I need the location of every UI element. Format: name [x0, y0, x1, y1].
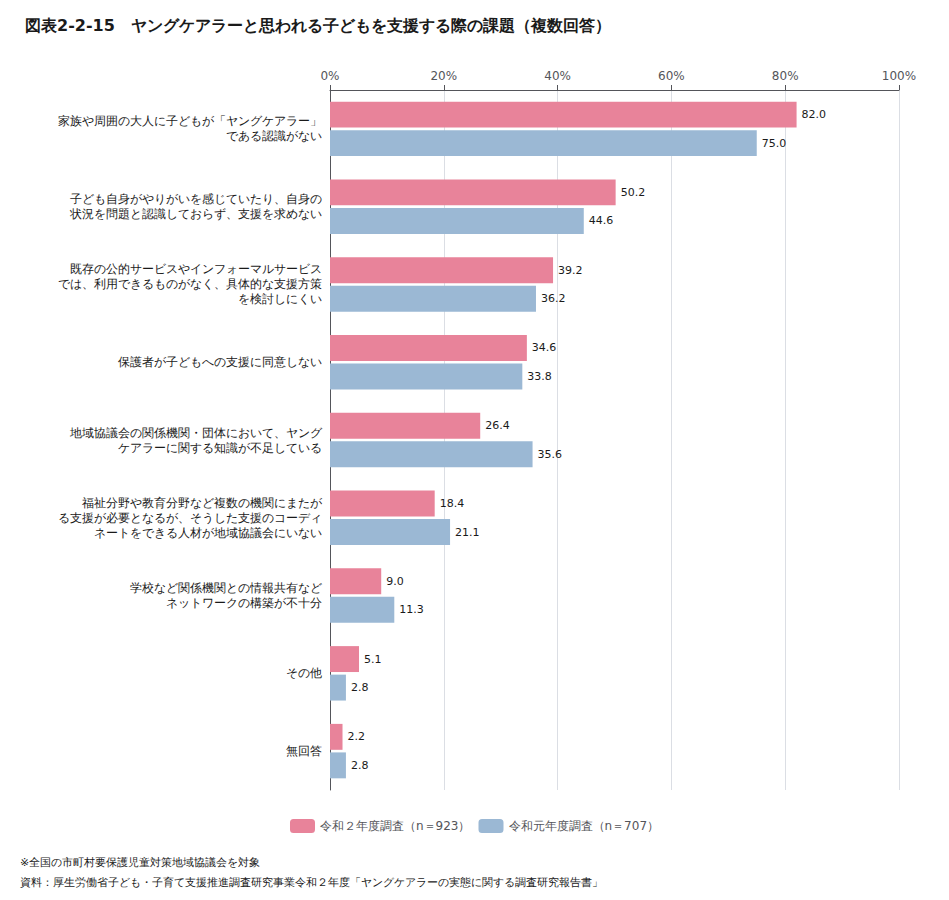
- svg-text:※全国の市町村要保護児童対策地域協議会を対象: ※全国の市町村要保護児童対策地域協議会を対象: [20, 856, 260, 869]
- svg-text:60%: 60%: [658, 69, 685, 83]
- svg-text:ネートをできる人材が地域協議会にいない: ネートをできる人材が地域協議会にいない: [94, 526, 322, 540]
- svg-text:状況を問題と認識しておらず、支援を求めない: 状況を問題と認識しておらず、支援を求めない: [69, 207, 322, 221]
- svg-text:その他: その他: [286, 666, 322, 680]
- svg-text:ネットワークの構築が不十分: ネットワークの構築が不十分: [166, 596, 322, 610]
- svg-text:80%: 80%: [772, 69, 799, 83]
- svg-text:100%: 100%: [882, 69, 916, 83]
- svg-text:20%: 20%: [430, 69, 457, 83]
- svg-text:資料：厚生労働省子ども・子育て支援推進調査研究事業令和２年度: 資料：厚生労働省子ども・子育て支援推進調査研究事業令和２年度「ヤングケアラーの実…: [20, 876, 603, 889]
- svg-text:図表2-2-15 ヤングケアラーと思われる子どもを支援する際: 図表2-2-15 ヤングケアラーと思われる子どもを支援する際の課題（複数回答）: [25, 16, 611, 35]
- svg-text:40%: 40%: [544, 69, 571, 83]
- svg-text:福祉分野や教育分野など複数の機関にまたが: 福祉分野や教育分野など複数の機関にまたが: [82, 496, 323, 510]
- svg-text:では、利用できるものがなく、具体的な支援方策: では、利用できるものがなく、具体的な支援方策: [58, 277, 322, 291]
- svg-text:26.4: 26.4: [485, 419, 510, 432]
- svg-text:33.8: 33.8: [527, 370, 552, 383]
- svg-text:である認識がない: である認識がない: [226, 129, 322, 143]
- svg-text:9.0: 9.0: [386, 575, 404, 588]
- svg-text:無回答: 無回答: [286, 744, 322, 758]
- svg-text:令和２年度調査（n＝923）: 令和２年度調査（n＝923）: [320, 819, 471, 833]
- svg-text:39.2: 39.2: [558, 264, 583, 277]
- svg-text:82.0: 82.0: [802, 108, 827, 121]
- svg-text:ケアラーに関する知識が不足している: ケアラーに関する知識が不足している: [118, 441, 322, 455]
- svg-text:る支援が必要となるが、そうした支援のコーディ: る支援が必要となるが、そうした支援のコーディ: [58, 511, 322, 525]
- svg-text:2.8: 2.8: [351, 681, 369, 694]
- svg-text:0%: 0%: [320, 69, 339, 83]
- svg-text:50.2: 50.2: [621, 186, 646, 199]
- svg-text:令和元年度調査（n＝707）: 令和元年度調査（n＝707）: [509, 819, 660, 833]
- svg-text:地域協議会の関係機関・団体において、ヤング: 地域協議会の関係機関・団体において、ヤング: [69, 426, 323, 440]
- svg-text:18.4: 18.4: [440, 497, 465, 510]
- svg-text:35.6: 35.6: [538, 448, 563, 461]
- svg-text:34.6: 34.6: [532, 341, 557, 354]
- svg-text:2.8: 2.8: [351, 759, 369, 772]
- svg-text:5.1: 5.1: [364, 653, 382, 666]
- svg-text:家族や周囲の大人に子どもが「ヤングケアラー」: 家族や周囲の大人に子どもが「ヤングケアラー」: [58, 114, 322, 128]
- svg-text:11.3: 11.3: [399, 603, 424, 616]
- svg-text:子ども自身がやりがいを感じていたり、自身の: 子ども自身がやりがいを感じていたり、自身の: [70, 192, 322, 206]
- svg-text:既存の公的サービスやインフォーマルサービス: 既存の公的サービスやインフォーマルサービス: [70, 262, 322, 276]
- svg-text:44.6: 44.6: [589, 214, 614, 227]
- svg-text:学校など関係機関との情報共有など: 学校など関係機関との情報共有など: [130, 581, 322, 595]
- svg-text:2.2: 2.2: [348, 730, 366, 743]
- svg-text:21.1: 21.1: [455, 526, 480, 539]
- svg-text:75.0: 75.0: [762, 137, 787, 150]
- svg-text:を検討しにくい: を検討しにくい: [238, 292, 322, 306]
- svg-text:36.2: 36.2: [541, 292, 566, 305]
- svg-text:保護者が子どもへの支援に同意しない: 保護者が子どもへの支援に同意しない: [118, 355, 322, 369]
